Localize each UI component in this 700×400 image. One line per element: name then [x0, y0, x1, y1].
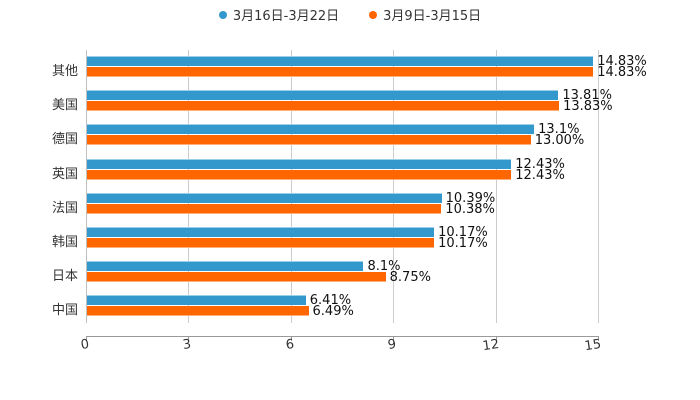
bar-series-1[interactable] — [87, 295, 306, 306]
gridline — [598, 50, 599, 323]
category-label: 法国 — [51, 200, 78, 216]
gridline — [290, 50, 292, 323]
bar-series-1[interactable] — [87, 90, 559, 101]
category-label: 美国 — [51, 98, 78, 114]
legend-label: 3月9日-3月15日 — [383, 9, 482, 24]
data-label: 12.43% — [515, 167, 565, 183]
data-label: 13.83% — [563, 99, 613, 115]
bar-series-1[interactable] — [87, 261, 364, 272]
category-label: 其他 — [51, 64, 78, 79]
bar-series-1[interactable] — [87, 56, 594, 66]
data-label: 14.83% — [597, 65, 647, 80]
chart-legend: 3月16日-3月22日 3月9日-3月15日 — [0, 5, 700, 24]
data-label: 13.81% — [562, 88, 612, 104]
data-label: 10.39% — [445, 190, 496, 206]
x-tick — [86, 336, 87, 341]
bar-series-2[interactable] — [87, 306, 309, 317]
x-tick-label: 15 — [583, 337, 603, 355]
data-label: 13.00% — [534, 133, 585, 149]
legend-label: 3月16日-3月22日 — [232, 9, 340, 24]
bar-series-2[interactable] — [87, 101, 560, 112]
bar-series-1[interactable] — [87, 192, 442, 203]
x-tick-label: 3 — [182, 337, 193, 354]
data-label: 10.38% — [445, 201, 495, 217]
data-label: 13.1% — [538, 122, 580, 138]
category-label: 韩国 — [51, 235, 78, 250]
bar-series-2[interactable] — [87, 169, 512, 180]
x-tick — [290, 336, 292, 341]
bar-series-1[interactable] — [87, 158, 512, 169]
gridline — [188, 50, 190, 323]
data-label: 12.43% — [515, 156, 565, 172]
data-label: 14.83% — [597, 54, 647, 69]
x-axis-line — [86, 336, 599, 337]
category-label: 中国 — [51, 303, 78, 319]
legend-marker-icon — [218, 10, 227, 19]
legend-item-series-2[interactable]: 3月9日-3月15日 — [369, 5, 481, 24]
x-tick — [188, 336, 190, 341]
x-tick — [495, 336, 497, 341]
legend-marker-icon — [369, 10, 378, 19]
category-label: 德国 — [51, 132, 78, 148]
legend-item-series-1[interactable]: 3月16日-3月22日 — [218, 5, 340, 24]
category-label: 日本 — [51, 269, 78, 285]
bar-series-2[interactable] — [87, 203, 442, 214]
bar-series-2[interactable] — [87, 67, 594, 77]
bar-series-2[interactable] — [87, 135, 531, 146]
y-axis-line — [86, 50, 87, 323]
gridline — [393, 50, 395, 323]
x-tick-label: 0 — [79, 337, 91, 354]
data-label: 8.75% — [389, 270, 431, 286]
gridline — [495, 50, 497, 323]
data-label: 10.17% — [438, 225, 488, 240]
data-label: 10.17% — [438, 236, 488, 251]
bar-series-2[interactable] — [87, 238, 435, 248]
data-label: 6.41% — [309, 293, 352, 309]
bar-series-1[interactable] — [87, 124, 535, 135]
x-tick-label: 9 — [386, 337, 398, 354]
category-label: 英国 — [51, 166, 78, 182]
bar-series-2[interactable] — [87, 272, 386, 283]
x-tick — [393, 336, 395, 341]
data-label: 6.49% — [312, 304, 354, 320]
x-tick — [598, 336, 599, 341]
data-label: 8.1% — [367, 259, 401, 275]
x-tick-label: 6 — [284, 337, 295, 354]
x-tick-label: 12 — [481, 337, 500, 355]
bar-series-1[interactable] — [87, 227, 435, 237]
